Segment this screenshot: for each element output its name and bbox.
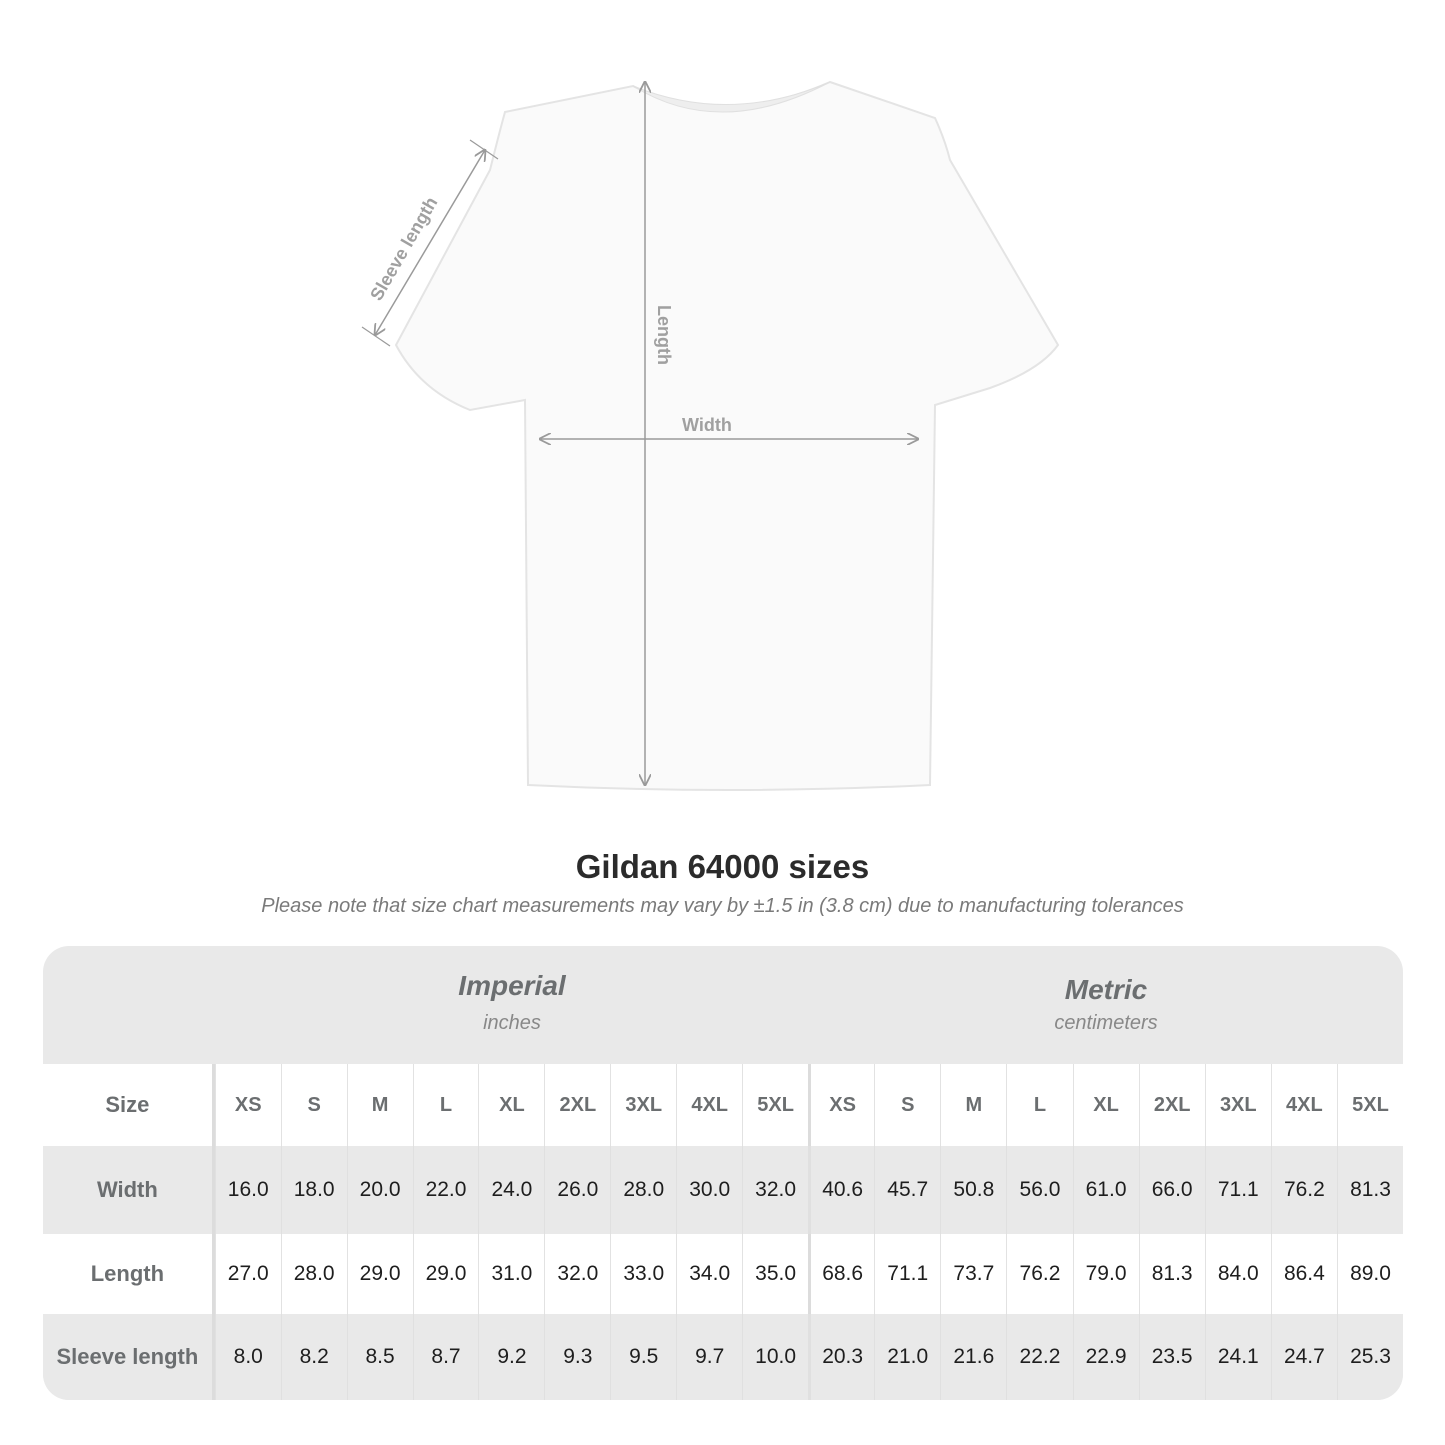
metric-value-cell: 23.5 xyxy=(1138,1314,1205,1400)
imperial-value-cell: 8.2 xyxy=(280,1314,347,1400)
metric-value-cell: 45.7 xyxy=(874,1146,940,1234)
metric-value-cell: 79.0 xyxy=(1072,1234,1139,1314)
imperial-value-cell: 34.0 xyxy=(676,1234,742,1314)
metric-value-cell: 22.9 xyxy=(1072,1314,1139,1400)
metric-header: Metric centimeters xyxy=(809,946,1403,1064)
imperial-value-cell: 8.7 xyxy=(412,1314,479,1400)
metric-value-cell: 40.6 xyxy=(808,1146,874,1234)
length-label: Length xyxy=(654,305,674,365)
metric-value-cell: 21.6 xyxy=(940,1314,1006,1400)
metric-value-cell: 76.2 xyxy=(1270,1146,1337,1234)
imperial-value-cell: 9.5 xyxy=(610,1314,676,1400)
size-imperial-header: M xyxy=(346,1064,413,1146)
size-imperial-header: S xyxy=(280,1064,347,1146)
size-metric-header: M xyxy=(940,1064,1006,1146)
size-imperial-header: XL xyxy=(478,1064,544,1146)
imperial-value-cell: 8.0 xyxy=(214,1314,281,1400)
size-imperial-header: 4XL xyxy=(676,1064,742,1146)
size-metric-header: 4XL xyxy=(1270,1064,1337,1146)
table-row: Width 16.0 18.0 20.0 22.0 24.0 26.0 28.0 30.0 32.… xyxy=(43,1146,1403,1234)
imperial-value-cell: 32.0 xyxy=(544,1234,610,1314)
metric-value-cell: 86.4 xyxy=(1270,1234,1337,1314)
size-imperial-header: 3XL xyxy=(610,1064,676,1146)
metric-label: Metric xyxy=(1064,974,1148,1005)
metric-value-cell: 76.2 xyxy=(1006,1234,1072,1314)
row-label: Size xyxy=(43,1064,215,1146)
metric-value-cell: 24.7 xyxy=(1270,1314,1337,1400)
imperial-value-cell: 9.7 xyxy=(676,1314,742,1400)
size-imperial-header: 2XL xyxy=(544,1064,610,1146)
tolerance-note: Please note that size chart measurements… xyxy=(261,895,1184,917)
imperial-value-cell: 29.0 xyxy=(412,1234,479,1314)
metric-value-cell: 50.8 xyxy=(940,1146,1006,1234)
imperial-value-cell: 27.0 xyxy=(214,1234,281,1314)
size-imperial-header: 5XL xyxy=(742,1064,808,1146)
tshirt-diagram: Sleeve length Length Width xyxy=(361,0,1060,791)
size-table: Imperial inches Metric centimeters Size X… xyxy=(43,946,1403,1400)
sleeve-length-line xyxy=(375,150,485,335)
imperial-label: Imperial xyxy=(458,970,566,1001)
metric-value-cell: 56.0 xyxy=(1006,1146,1072,1234)
imperial-value-cell: 26.0 xyxy=(544,1146,610,1234)
size-metric-header: L xyxy=(1006,1064,1072,1146)
page-title: Gildan 64000 sizes xyxy=(575,848,870,885)
imperial-value-cell: 32.0 xyxy=(742,1146,808,1234)
metric-value-cell: 81.3 xyxy=(1336,1146,1403,1234)
tshirt-image xyxy=(394,80,1060,791)
metric-value-cell: 66.0 xyxy=(1138,1146,1205,1234)
metric-value-cell: 25.3 xyxy=(1336,1314,1403,1400)
row-label: Width xyxy=(43,1146,215,1234)
metric-value-cell: 71.1 xyxy=(1204,1146,1271,1234)
metric-value-cell: 24.1 xyxy=(1204,1314,1271,1400)
metric-value-cell: 20.3 xyxy=(808,1314,874,1400)
size-imperial-header: XS xyxy=(214,1064,281,1146)
size-metric-header: XS xyxy=(808,1064,874,1146)
imperial-value-cell: 20.0 xyxy=(346,1146,413,1234)
metric-value-cell: 21.0 xyxy=(874,1314,940,1400)
metric-value-cell: 61.0 xyxy=(1072,1146,1139,1234)
metric-value-cell: 68.6 xyxy=(808,1234,874,1314)
imperial-value-cell: 8.5 xyxy=(346,1314,413,1400)
imperial-value-cell: 31.0 xyxy=(478,1234,544,1314)
size-metric-header: XL xyxy=(1072,1064,1139,1146)
size-metric-header: 5XL xyxy=(1336,1064,1403,1146)
metric-value-cell: 89.0 xyxy=(1336,1234,1403,1314)
metric-value-cell: 84.0 xyxy=(1204,1234,1271,1314)
table-row: Sleeve length 8.0 8.2 8.5 8.7 9.2 9.3 9.5 9.7 10.… xyxy=(43,1314,1403,1400)
size-imperial-header: L xyxy=(412,1064,479,1146)
imperial-value-cell: 24.0 xyxy=(478,1146,544,1234)
metric-value-cell: 73.7 xyxy=(940,1234,1006,1314)
imperial-unit: inches xyxy=(483,1012,541,1034)
width-label: Width xyxy=(682,415,732,435)
metric-unit: centimeters xyxy=(1054,1012,1158,1034)
imperial-value-cell: 28.0 xyxy=(610,1146,676,1234)
size-header-row: Size XS S M L XL 2XL 3XL 4XL 5XL XS S M L XL 2XL 3XL 4XL 5… xyxy=(43,1064,1403,1146)
size-metric-header: S xyxy=(874,1064,940,1146)
metric-value-cell: 71.1 xyxy=(874,1234,940,1314)
imperial-value-cell: 29.0 xyxy=(346,1234,413,1314)
imperial-value-cell: 33.0 xyxy=(610,1234,676,1314)
table-row: Length 27.0 28.0 29.0 29.0 31.0 32.0 33.0 34.0 35… xyxy=(43,1234,1403,1314)
imperial-value-cell: 35.0 xyxy=(742,1234,808,1314)
imperial-value-cell: 9.3 xyxy=(544,1314,610,1400)
metric-value-cell: 22.2 xyxy=(1006,1314,1072,1400)
imperial-value-cell: 28.0 xyxy=(280,1234,347,1314)
imperial-value-cell: 30.0 xyxy=(676,1146,742,1234)
size-metric-header: 2XL xyxy=(1138,1064,1205,1146)
imperial-value-cell: 22.0 xyxy=(412,1146,479,1234)
imperial-value-cell: 10.0 xyxy=(742,1314,808,1400)
size-metric-header: 3XL xyxy=(1204,1064,1271,1146)
metric-value-cell: 81.3 xyxy=(1138,1234,1205,1314)
imperial-value-cell: 18.0 xyxy=(280,1146,347,1234)
imperial-value-cell: 9.2 xyxy=(478,1314,544,1400)
row-label: Length xyxy=(43,1234,215,1314)
imperial-value-cell: 16.0 xyxy=(214,1146,281,1234)
row-label: Sleeve length xyxy=(43,1314,215,1400)
imperial-header: Imperial inches xyxy=(215,946,809,1064)
